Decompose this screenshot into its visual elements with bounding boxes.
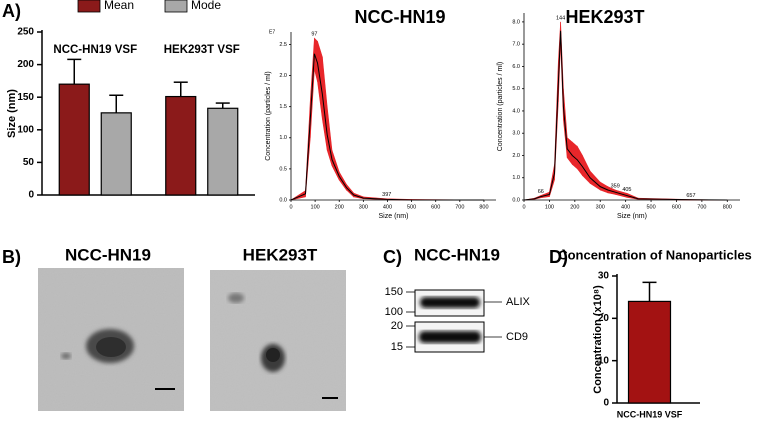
y-tick-label: 7.0	[512, 42, 520, 48]
confidence-band	[571, 141, 578, 170]
y-tick-label: 0.5	[279, 166, 287, 172]
x-tick-label: 600	[431, 204, 440, 210]
bar	[207, 107, 239, 196]
x-tick-label: 200	[335, 204, 344, 210]
panel-label: D)	[549, 247, 568, 267]
peak-label: 97	[311, 32, 317, 38]
y-tick-label: 0	[28, 190, 34, 201]
y-axis-label: Concentration (x10⁸)	[592, 285, 604, 394]
x-tick-label: 600	[672, 204, 681, 210]
x-tick-label: 100	[311, 204, 320, 210]
x-axis-label: Size (nm)	[617, 213, 647, 220]
y-tick-label: 200	[17, 59, 34, 70]
x-tick-label: 200	[570, 204, 579, 210]
bar	[100, 112, 132, 196]
data-line	[290, 53, 484, 201]
y-tick-label: 150	[17, 92, 34, 103]
y-tick-label: 1.0	[279, 135, 287, 141]
x-tick-label: 500	[407, 204, 416, 210]
tem-image	[210, 270, 346, 411]
y-axis-label: Concentration (particles / ml)	[265, 71, 272, 160]
image-label: NCC-HN19	[65, 245, 151, 264]
x-tick-label: 800	[479, 204, 488, 210]
x-tick-label: 700	[455, 204, 464, 210]
peak-label: 144	[556, 15, 565, 21]
category-label: HEK293T VSF	[164, 44, 240, 56]
x-tick-label: 500	[646, 204, 655, 210]
y-axis-label: Size (nm)	[6, 89, 18, 138]
legend-swatch	[77, 0, 101, 13]
legend-swatch	[164, 0, 188, 13]
x-tick-label: 0	[522, 204, 525, 210]
x-tick-label: 100	[545, 204, 554, 210]
x-tick-label: 400	[383, 204, 392, 210]
y-tick-label: 0	[603, 398, 609, 409]
chart-title: HEK293T	[565, 7, 644, 27]
y-tick-label: 100	[17, 124, 34, 135]
x-tick-label: 0	[289, 204, 292, 210]
x-tick-label: 400	[621, 204, 630, 210]
confidence-band	[566, 137, 573, 166]
y-tick-label: 30	[598, 271, 610, 282]
confidence-band	[338, 170, 347, 191]
peak-label: 397	[382, 192, 391, 198]
y-axis-label: Concentration (particles / ml)	[497, 62, 504, 151]
y-multiplier: E7	[269, 29, 275, 35]
blot-title: NCC-HN19	[414, 245, 500, 264]
peak-label: 657	[686, 193, 695, 199]
marker-label: 15	[391, 341, 403, 353]
y-tick-label: 50	[23, 157, 35, 168]
x-axis-label: Size (nm)	[379, 213, 409, 220]
x-tick-label: 300	[359, 204, 368, 210]
y-tick-label: 250	[17, 27, 34, 38]
marker-label: 20	[391, 320, 403, 332]
y-tick-label: 2.0	[279, 73, 287, 79]
tem-image	[38, 268, 184, 411]
bar	[58, 83, 90, 196]
peak-label: 405	[622, 187, 631, 193]
band-label: CD9	[506, 331, 528, 343]
bar	[627, 300, 672, 404]
chart-title: NCC-HN19	[354, 7, 445, 27]
y-tick-label: 0.0	[279, 197, 287, 203]
confidence-band	[331, 150, 340, 181]
marker-label: 150	[385, 286, 403, 298]
category-label: NCC-HN19 VSF	[617, 409, 683, 419]
x-tick-label: 700	[697, 204, 706, 210]
panel-label: C)	[383, 247, 402, 267]
legend-label: Mean	[104, 0, 134, 12]
confidence-band	[589, 170, 601, 191]
confidence-band	[582, 155, 591, 185]
peak-label: 359	[611, 183, 620, 189]
x-tick-label: 300	[596, 204, 605, 210]
y-tick-label: 2.5	[279, 42, 287, 48]
marker-label: 100	[385, 306, 403, 318]
chart-title: Concentration of Nanoparticles	[558, 247, 752, 262]
western-blot	[406, 289, 502, 353]
category-label: NCC-HN19 VSF	[53, 44, 137, 56]
legend-label: Mode	[191, 0, 221, 12]
panel-label: A)	[2, 1, 21, 21]
y-tick-label: 10	[598, 355, 610, 366]
x-tick-label: 800	[723, 204, 732, 210]
band-label: ALIX	[506, 296, 531, 308]
y-tick-label: 6.0	[512, 64, 520, 70]
image-label: HEK293T	[243, 245, 318, 264]
y-tick-label: 5.0	[512, 86, 520, 92]
y-tick-label: 8.0	[512, 19, 520, 25]
y-tick-label: 20	[598, 313, 610, 324]
y-tick-label: 3.0	[512, 131, 520, 137]
data-line	[523, 30, 728, 201]
y-tick-label: 0.0	[512, 197, 520, 203]
y-tick-label: 1.5	[279, 104, 287, 110]
y-tick-label: 2.0	[512, 153, 520, 159]
panel-label: B)	[2, 247, 21, 267]
y-tick-label: 4.0	[512, 108, 520, 114]
peak-label: 66	[538, 189, 544, 195]
bar	[165, 95, 197, 196]
y-tick-label: 1.0	[512, 175, 520, 181]
